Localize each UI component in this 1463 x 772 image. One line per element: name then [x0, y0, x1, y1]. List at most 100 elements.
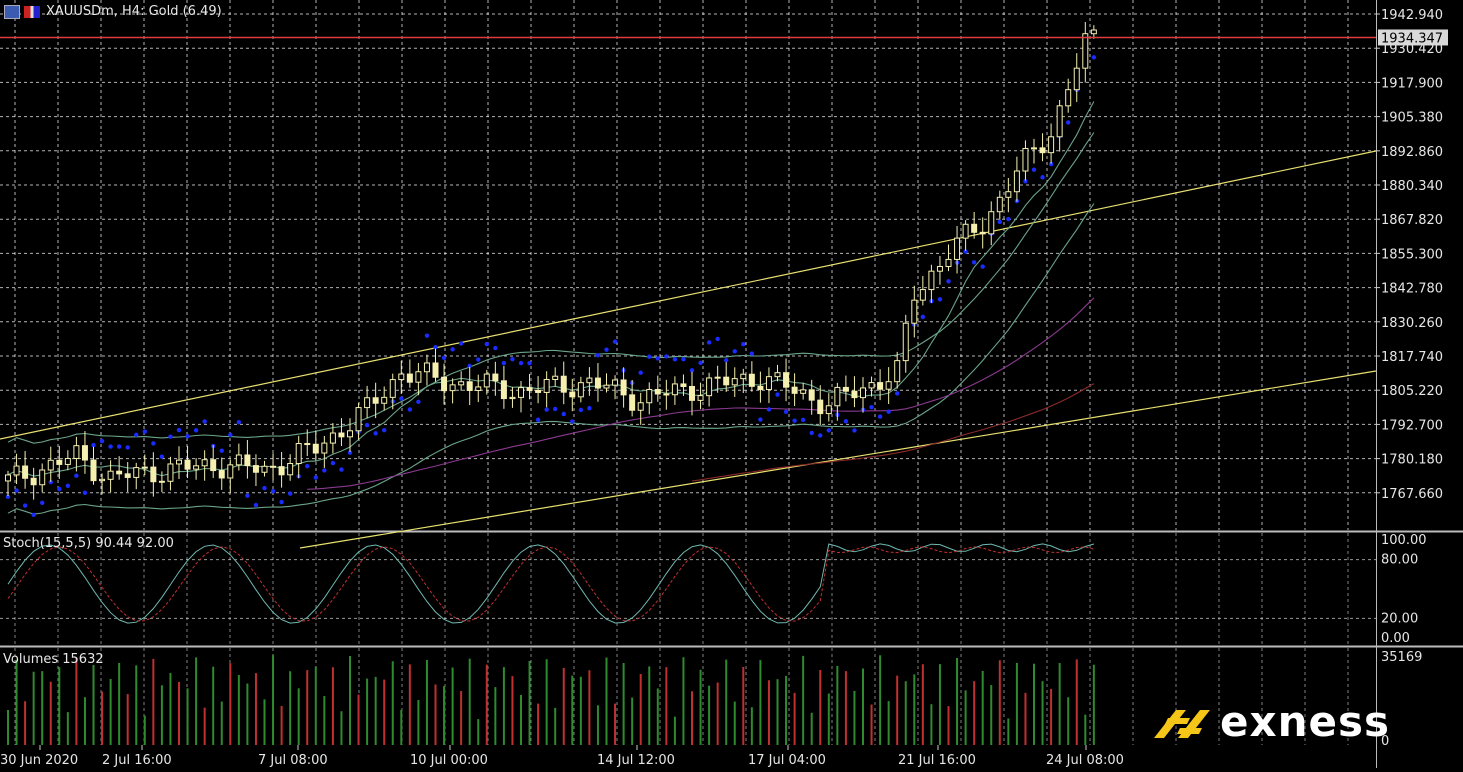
candle-body — [39, 469, 46, 486]
stoch-level-label: 80.00 — [1381, 553, 1418, 568]
exness-wordmark: exness — [1220, 697, 1390, 746]
candle — [842, 375, 849, 402]
candle — [791, 373, 798, 406]
candle — [321, 435, 328, 468]
sar-dot — [809, 430, 814, 436]
sar-dot — [5, 494, 11, 499]
sar-dot — [1091, 55, 1097, 60]
price-tick-label: 1880.340 — [1381, 179, 1443, 194]
candle — [141, 454, 148, 476]
candle-body — [22, 465, 29, 479]
sar-dot — [741, 341, 746, 347]
candle-body — [270, 465, 277, 468]
candle — [133, 462, 140, 490]
exness-logo: exness — [1150, 700, 1390, 744]
stoch-signal-line — [7, 546, 1095, 622]
candle-body — [851, 390, 858, 399]
candle — [210, 444, 217, 478]
sar-dot — [587, 405, 592, 411]
candle — [347, 418, 353, 452]
sar-dot — [1040, 175, 1045, 180]
candle-body — [124, 473, 131, 478]
sar-dot — [800, 417, 806, 423]
candle-body — [945, 258, 952, 268]
candle — [868, 376, 875, 397]
candle — [406, 359, 413, 388]
chart-window-icon[interactable] — [4, 4, 20, 19]
candle-body — [1048, 136, 1055, 154]
candle-body — [449, 384, 456, 392]
sar-dot — [168, 434, 173, 439]
candle-body — [1031, 147, 1037, 150]
candle-body — [466, 381, 473, 391]
candle — [423, 354, 430, 386]
sar-dot — [134, 432, 139, 438]
sar-dot — [937, 297, 943, 302]
candle — [13, 453, 20, 484]
candle — [620, 367, 627, 408]
candle — [936, 256, 943, 285]
sar-dot — [14, 488, 19, 493]
sar-dot — [612, 339, 618, 344]
moving-average-line — [7, 101, 1095, 477]
candle-body — [1073, 67, 1080, 91]
candle-body — [740, 373, 747, 380]
candle-body — [671, 383, 678, 396]
candle-body — [30, 477, 37, 486]
sar-dot — [501, 360, 507, 366]
candle — [193, 458, 200, 480]
candle — [885, 367, 892, 405]
candle-body — [287, 463, 294, 476]
candle — [381, 386, 388, 411]
price-candles[interactable] — [5, 21, 1097, 500]
sar-dot — [826, 428, 831, 433]
sar-dot — [287, 491, 293, 496]
candle — [355, 402, 362, 440]
candle — [543, 371, 550, 408]
candle — [629, 380, 636, 417]
candle — [64, 450, 71, 471]
sar-dot — [108, 444, 113, 449]
sar-dot — [305, 463, 310, 469]
candle — [278, 451, 285, 488]
candle-body — [962, 223, 969, 239]
candle — [116, 456, 123, 480]
sar-dot — [895, 391, 900, 396]
candle-body — [201, 459, 208, 467]
flag-icon[interactable] — [24, 5, 40, 18]
current-price-box — [1378, 29, 1448, 46]
candle-body — [193, 465, 200, 470]
candle — [800, 382, 807, 400]
candle — [697, 382, 704, 410]
time-tick-label: 2 Jul 16:00 — [102, 753, 172, 768]
candle — [834, 382, 841, 421]
candle — [1090, 25, 1097, 39]
candle-body — [321, 442, 328, 454]
candle — [569, 378, 576, 412]
candle-body — [637, 402, 644, 411]
price-tick-label: 1842.780 — [1381, 282, 1443, 297]
candle-body — [723, 376, 730, 386]
candle — [954, 225, 961, 274]
sar-dot — [724, 358, 729, 363]
sar-dot — [1006, 216, 1011, 222]
candle-body — [928, 270, 935, 291]
sar-dot — [176, 427, 182, 433]
price-tick-label: 1780.180 — [1381, 453, 1443, 468]
candle-body — [518, 387, 524, 398]
sar-dot — [476, 357, 481, 362]
candle-body — [996, 196, 1003, 213]
candle — [919, 275, 926, 306]
sar-dot — [347, 450, 353, 455]
candle-body — [612, 379, 619, 386]
candle — [877, 369, 884, 401]
candle-body — [808, 389, 815, 401]
candle — [971, 211, 978, 239]
candle — [706, 372, 713, 407]
candle — [124, 462, 131, 492]
candle — [577, 376, 584, 403]
sar-dot — [467, 363, 472, 369]
candle — [329, 423, 336, 454]
